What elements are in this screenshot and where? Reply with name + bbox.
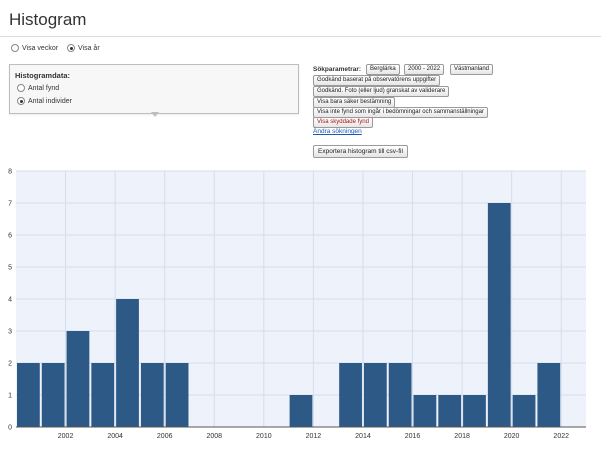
y-tick-label: 8: [8, 169, 12, 176]
bar-2021[interactable]: [537, 363, 561, 427]
x-tick-label: 2022: [553, 433, 569, 440]
page-title: Histogram: [9, 10, 87, 29]
y-tick-label: 5: [8, 265, 12, 272]
bar-2003[interactable]: [91, 363, 115, 427]
count-findings-label: Antal fynd: [28, 84, 60, 92]
param-chip-years[interactable]: 2000 - 2022: [404, 64, 445, 75]
bar-2004[interactable]: [116, 299, 139, 427]
y-tick-label: 6: [8, 233, 12, 240]
bar-2011[interactable]: [289, 395, 313, 427]
histogram-data-heading: Histogramdata:: [15, 71, 71, 80]
bar-2020[interactable]: [512, 395, 536, 427]
radio-count-individuals[interactable]: [17, 97, 25, 105]
bar-2018[interactable]: [463, 395, 486, 427]
count-findings-option[interactable]: Antal fynd: [17, 84, 59, 92]
x-tick-label: 2018: [454, 433, 470, 440]
bar-2002[interactable]: [66, 331, 90, 427]
period-weeks-option[interactable]: Visa veckor: [11, 44, 58, 52]
bar-2015[interactable]: [388, 363, 412, 427]
bar-2017[interactable]: [438, 395, 462, 427]
radio-count-findings[interactable]: [17, 84, 25, 92]
count-individuals-label: Antal individer: [28, 97, 72, 105]
bar-2013[interactable]: [339, 363, 362, 427]
y-tick-label: 2: [8, 361, 12, 368]
param-chip-protected[interactable]: Visa skyddade fynd: [313, 117, 373, 128]
radio-weeks[interactable]: [11, 44, 19, 52]
period-years-option[interactable]: Visa år: [67, 44, 100, 52]
change-search-link[interactable]: Ändra sökningen: [313, 128, 362, 135]
radio-years[interactable]: [67, 44, 75, 52]
x-tick-label: 2004: [107, 433, 123, 440]
export-csv-button[interactable]: Exportera histogram till csv-fil: [313, 145, 408, 158]
param-chip-species[interactable]: Berglärka: [366, 64, 400, 75]
x-tick-label: 2008: [206, 433, 222, 440]
y-tick-label: 4: [8, 297, 12, 304]
x-tick-label: 2020: [504, 433, 520, 440]
y-axis: 0 1 2 3 4 5 6 7 8: [8, 169, 12, 432]
histogram-data-panel: Histogramdata: Antal fynd Antal individe…: [9, 64, 299, 114]
bar-2019[interactable]: [487, 203, 511, 427]
search-params-label: Sökparametrar:: [313, 66, 362, 73]
period-weeks-label: Visa veckor: [22, 44, 59, 52]
x-tick-label: 2016: [405, 433, 421, 440]
bar-2006[interactable]: [165, 363, 189, 427]
param-chip-region[interactable]: Västmanland: [450, 64, 494, 75]
panel-pointer-arrow: [151, 112, 159, 117]
y-tick-label: 7: [8, 201, 12, 208]
bar-2000[interactable]: [17, 363, 40, 427]
param-chip-exclude-assessments[interactable]: Visa inte fynd som ingår i bedömningar o…: [313, 107, 488, 118]
y-tick-label: 0: [8, 425, 12, 432]
title-divider: [0, 36, 601, 37]
x-tick-label: 2010: [256, 433, 272, 440]
x-tick-label: 2014: [355, 433, 371, 440]
param-chip-approved-photo[interactable]: Godkänd. Foto (eller ljud) granskat av v…: [313, 86, 450, 97]
period-years-label: Visa år: [78, 44, 100, 52]
bar-2014[interactable]: [363, 363, 387, 427]
x-axis: 2002 2004 2006 2008 2010 2012 2014 2016 2018 2020…: [58, 433, 569, 440]
param-chip-approved-observer[interactable]: Godkänd baserat på observatörens uppgift…: [313, 75, 441, 86]
x-tick-label: 2006: [157, 433, 173, 440]
count-individuals-option[interactable]: Antal individer: [17, 97, 72, 105]
x-tick-label: 2002: [58, 433, 74, 440]
bar-2005[interactable]: [140, 363, 164, 427]
x-tick-label: 2012: [306, 433, 322, 440]
bar-2001[interactable]: [41, 363, 65, 427]
y-tick-label: 1: [8, 393, 12, 400]
bar-2016[interactable]: [413, 395, 437, 427]
y-tick-label: 3: [8, 329, 12, 336]
bars: [17, 203, 561, 427]
